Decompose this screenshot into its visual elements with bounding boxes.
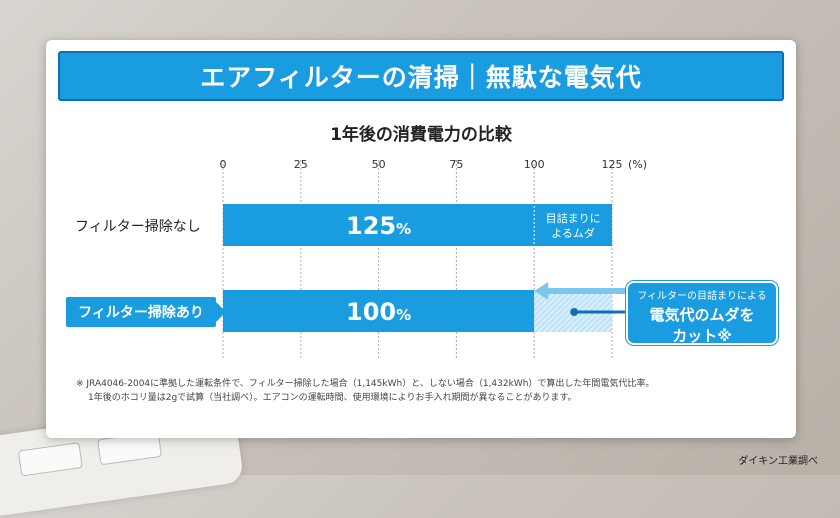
x-tick-label: 100 (524, 158, 545, 171)
x-tick-label: 25 (294, 158, 308, 171)
category-label-without-cleaning: フィルター掃除なし (75, 218, 201, 235)
footnote: ※ JRA4046-2004に準拠した運転条件で、フィルター掃除した場合（1,1… (76, 377, 786, 405)
page-title: エアフィルターの清掃｜無駄な電気代 (58, 51, 784, 101)
bar (223, 204, 612, 246)
chart-title: 1年後の消費電力の比較 (330, 125, 512, 145)
callout-line2: 電気代のムダを (649, 306, 755, 324)
x-tick-label: 75 (449, 158, 463, 171)
callout-connector-dot (570, 308, 579, 316)
segment-label-line1: 目詰まりに (546, 211, 601, 225)
savings-callout: フィルターの目詰まりによる 電気代のムダを カット※ (626, 281, 778, 345)
source-credit: ダイキン工業調べ (738, 456, 818, 467)
segment-label-line2: よるムダ (551, 226, 595, 240)
arrow-head (534, 282, 549, 300)
x-tick-label: 0 (220, 158, 227, 171)
category-label-with-cleaning: フィルター掃除あり (78, 305, 204, 321)
remote-button-decor (17, 442, 83, 477)
bar-chart: 0 25 50 75 100 125 (%) 125%100%目詰まりによるムダフィルター掃… (75, 158, 652, 358)
arrow-shaft (544, 288, 652, 294)
footnote-line1: ※ JRA4046-2004に準拠した運転条件で、フィルター掃除した場合（1,1… (76, 379, 655, 389)
x-unit-label: (%) (628, 158, 647, 171)
info-card: エアフィルターの清掃｜無駄な電気代 1年後の消費電力の比較 0 25 50 75 100… (46, 40, 796, 438)
callout-line3: カット※ (672, 327, 732, 345)
x-tick-label: 125 (602, 158, 623, 171)
bar (223, 290, 535, 332)
footnote-line2: 1年後のホコリ量は2gで試算（当社調べ）。エアコンの運転時間、使用環境によりお手… (88, 393, 577, 403)
category-badge-with-cleaning: フィルター掃除あり (66, 297, 226, 327)
x-tick-label: 50 (372, 158, 386, 171)
callout-line1: フィルターの目詰まりによる (637, 291, 767, 302)
